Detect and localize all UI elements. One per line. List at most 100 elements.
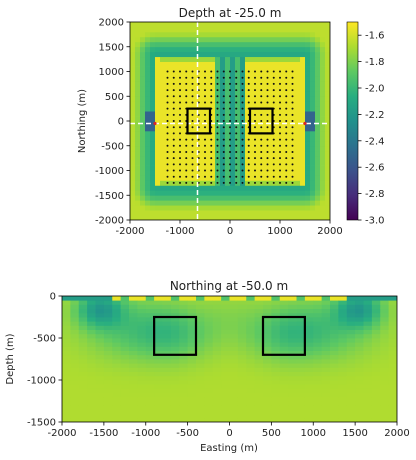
heatmap-cell (388, 338, 397, 343)
heatmap-cell (137, 417, 147, 422)
heatmap-cell (255, 135, 261, 142)
heatmap-cell (250, 160, 256, 166)
heatmap-cell (237, 342, 247, 347)
heatmap-cell (135, 140, 141, 147)
heatmap-cell (170, 66, 176, 72)
heatmap-cell (245, 22, 251, 28)
heatmap-cell (160, 195, 166, 201)
heatmap-cell (103, 354, 113, 360)
heatmap-cell (179, 346, 189, 351)
heatmap-cell (250, 135, 256, 142)
heatmap-cell (225, 180, 231, 186)
heatmap-cell (265, 175, 271, 181)
heatmap-cell (135, 51, 141, 58)
heatmap-cell (245, 96, 251, 102)
heatmap-cell (371, 342, 381, 347)
heatmap-cell (275, 76, 281, 82)
heatmap-cell (103, 296, 113, 301)
heatmap-cell (137, 380, 147, 385)
heatmap-cell (154, 300, 163, 305)
heatmap-cell (300, 71, 306, 77)
anomaly-box (261, 315, 306, 356)
heatmap-cell (295, 185, 301, 191)
heatmap-cell (180, 116, 186, 122)
heatmap-cell (95, 300, 105, 305)
heatmap-cell (165, 125, 171, 132)
heatmap-cell (313, 333, 323, 339)
heatmap-cell (380, 375, 390, 381)
heatmap-cell (170, 140, 176, 147)
heatmap-cell (285, 91, 291, 97)
heatmap-cell (215, 116, 221, 122)
heatmap-cell (240, 145, 246, 152)
station-point (291, 157, 294, 160)
heatmap-cell (103, 409, 113, 414)
heatmap-cell (230, 46, 236, 53)
heatmap-cell (310, 165, 316, 171)
heatmap-cell (280, 155, 286, 161)
heatmap-cell (237, 363, 247, 368)
heatmap-cell (175, 41, 181, 48)
heatmap-cell (220, 185, 226, 191)
heatmap-cell (280, 51, 286, 58)
heatmap-cell (140, 190, 146, 196)
heatmap-cell (87, 363, 96, 368)
heatmap-cell (129, 329, 138, 335)
heatmap-cell (279, 380, 289, 385)
station-point (247, 138, 250, 141)
heatmap-cell (135, 130, 141, 137)
heatmap-cell (305, 26, 311, 33)
heatmap-cell (315, 160, 321, 166)
profile-end-marker (303, 121, 307, 126)
heatmap-cell (112, 296, 122, 301)
heatmap-cell (320, 81, 326, 87)
heatmap-cell (330, 296, 339, 301)
heatmap-cell (271, 329, 281, 335)
heatmap-cell (285, 111, 291, 117)
heatmap-cell (263, 409, 272, 414)
heatmap-cell (263, 384, 272, 389)
heatmap-cell (135, 111, 141, 117)
station-point (172, 120, 175, 122)
heatmap-cell (170, 170, 176, 176)
heatmap-cell (229, 388, 239, 393)
heatmap-cell (235, 205, 241, 211)
heatmap-cell (135, 81, 141, 87)
heatmap-cell (170, 22, 176, 28)
station-point (279, 169, 281, 172)
heatmap-cell (78, 405, 88, 410)
heatmap-cell (315, 185, 321, 191)
heatmap-cell (237, 329, 247, 335)
heatmap-cell (160, 150, 166, 157)
station-point (172, 82, 175, 85)
heatmap-cell (371, 300, 381, 305)
heatmap-cell (212, 413, 222, 419)
heatmap-cell (135, 125, 141, 132)
heatmap-cell (155, 116, 161, 122)
heatmap-cell (112, 371, 122, 377)
heatmap-cell (275, 106, 281, 112)
heatmap-cell (338, 363, 348, 368)
heatmap-cell (95, 321, 105, 326)
heatmap-cell (130, 150, 136, 157)
heatmap-cell (305, 170, 311, 176)
heatmap-cell (315, 111, 321, 117)
heatmap-cell (320, 66, 326, 72)
heatmap-cell (137, 388, 147, 393)
station-point (204, 95, 206, 98)
heatmap-cell (145, 329, 155, 335)
heatmap-cell (220, 106, 226, 112)
heatmap-cell (140, 106, 146, 112)
station-point (266, 70, 269, 73)
heatmap-cell (155, 51, 161, 58)
heatmap-cell (190, 140, 196, 147)
heatmap-cell (246, 359, 256, 364)
heatmap-cell (185, 150, 191, 157)
heatmap-cell (187, 321, 197, 326)
heatmap-cell (190, 41, 196, 48)
heatmap-cell (170, 116, 176, 122)
station-point (285, 175, 288, 178)
heatmap-cell (280, 135, 286, 142)
heatmap-cell (229, 325, 239, 330)
station-point (166, 101, 169, 104)
